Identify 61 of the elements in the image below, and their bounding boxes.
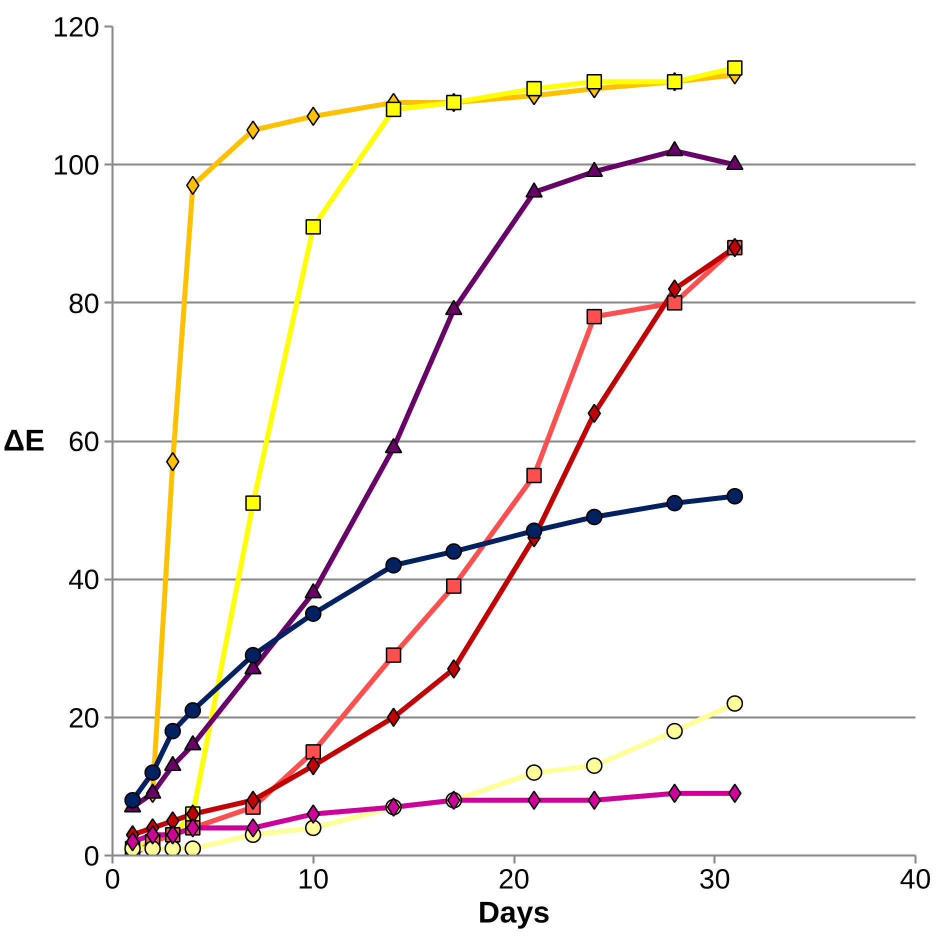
point <box>164 722 181 740</box>
point <box>526 764 542 781</box>
point <box>666 295 682 311</box>
point <box>244 646 262 664</box>
point <box>306 219 321 235</box>
point <box>727 60 743 76</box>
point <box>166 452 180 472</box>
point <box>666 494 683 512</box>
point <box>586 308 602 324</box>
y-tick-label: 120 <box>52 12 100 42</box>
y-tick-label: 80 <box>68 288 100 319</box>
point <box>164 840 181 856</box>
point <box>186 176 200 196</box>
point <box>447 659 461 679</box>
y-tick-label: 0 <box>84 840 100 872</box>
point <box>526 468 542 484</box>
point <box>386 102 402 118</box>
point <box>386 708 400 728</box>
point <box>305 605 322 622</box>
point <box>588 790 602 810</box>
point <box>666 722 683 740</box>
x-tick-label: 40 <box>900 864 932 894</box>
point <box>305 820 322 836</box>
point <box>726 695 744 712</box>
y-tick-label: 60 <box>68 426 100 457</box>
x-tick-label: 30 <box>699 864 730 894</box>
point <box>184 702 202 719</box>
point <box>246 818 260 838</box>
point <box>526 522 542 540</box>
point <box>726 488 744 504</box>
point <box>146 825 160 845</box>
point <box>586 757 603 774</box>
point <box>668 279 682 299</box>
x-axis-title: Days <box>478 896 550 930</box>
point <box>586 508 603 526</box>
point <box>446 578 462 594</box>
point <box>385 557 402 574</box>
point <box>527 790 541 810</box>
x-tick-label: 10 <box>298 864 329 894</box>
point <box>246 120 260 140</box>
point <box>144 764 161 781</box>
y-tick-label: 100 <box>52 150 100 181</box>
y-tick-label: 40 <box>68 564 100 596</box>
point <box>668 784 682 804</box>
point <box>246 790 260 810</box>
y-tick-label: 20 <box>68 702 100 734</box>
point <box>306 744 321 760</box>
point <box>245 495 261 511</box>
point <box>124 792 141 808</box>
point <box>588 404 602 424</box>
point <box>446 543 462 560</box>
point <box>586 74 602 90</box>
x-tick-label: 0 <box>104 864 120 894</box>
x-tick-label: 20 <box>498 864 530 894</box>
point <box>184 840 202 856</box>
point <box>728 784 742 804</box>
point <box>526 80 542 96</box>
point <box>126 832 140 852</box>
y-axis-title: ΔE <box>3 424 45 458</box>
point <box>386 647 402 663</box>
point <box>144 840 161 856</box>
